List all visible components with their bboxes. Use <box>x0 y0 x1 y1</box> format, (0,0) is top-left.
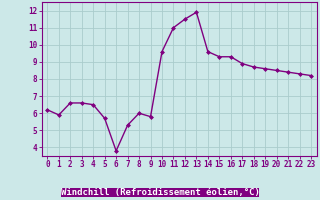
X-axis label: Windchill (Refroidissement éolien,°C): Windchill (Refroidissement éolien,°C) <box>0 199 1 200</box>
Text: Windchill (Refroidissement éolien,°C): Windchill (Refroidissement éolien,°C) <box>60 188 260 196</box>
